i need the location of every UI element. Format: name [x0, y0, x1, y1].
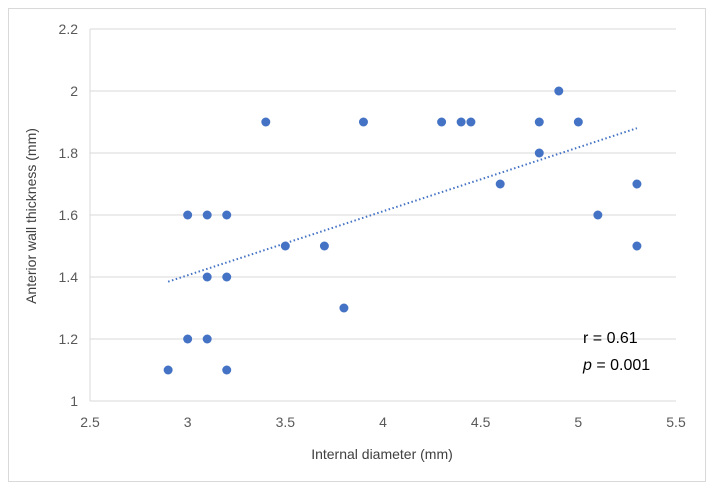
y-tick-label: 1.8 [59, 145, 79, 161]
data-point [222, 210, 232, 220]
x-tick-label: 5.5 [666, 414, 686, 430]
p-symbol: p [582, 357, 592, 374]
data-points [163, 86, 642, 375]
data-point [183, 334, 193, 344]
p-value: = 0.001 [592, 357, 650, 374]
x-tick-label: 4.5 [471, 414, 491, 430]
x-tick-label: 4 [379, 414, 387, 430]
p-value-annotation: p = 0.001 [582, 357, 650, 374]
data-point [280, 241, 290, 251]
data-point [632, 241, 642, 251]
data-point [202, 210, 212, 220]
data-point [534, 148, 544, 158]
data-point [319, 241, 329, 251]
data-point [456, 117, 466, 127]
data-point [183, 210, 193, 220]
y-tick-label: 2 [70, 83, 78, 99]
y-tick-label: 1.2 [59, 331, 79, 347]
correlation-annotation: r = 0.61 [583, 330, 638, 347]
data-point [222, 365, 232, 375]
x-tick-label: 3 [184, 414, 192, 430]
y-tick-label: 1 [70, 393, 78, 409]
data-point [573, 117, 583, 127]
data-point [534, 117, 544, 127]
x-tick-label: 3.5 [276, 414, 296, 430]
data-point [222, 272, 232, 282]
data-point [261, 117, 271, 127]
data-point [202, 272, 212, 282]
data-point [437, 117, 447, 127]
data-point [593, 210, 603, 220]
data-point [495, 179, 505, 189]
y-tick-label: 1.4 [59, 269, 79, 285]
data-point [163, 365, 173, 375]
x-axis-ticks: 2.5 3 3.5 4 4.5 5 5.5 [80, 414, 686, 430]
y-tick-label: 1.6 [59, 207, 79, 223]
x-tick-label: 2.5 [80, 414, 100, 430]
data-point [466, 117, 476, 127]
y-axis-ticks: 1 1.2 1.4 1.6 1.8 2 2.2 [59, 21, 79, 409]
y-axis-title: Anterior wall thickness (mm) [23, 128, 39, 304]
x-tick-label: 5 [574, 414, 582, 430]
data-point [202, 334, 212, 344]
data-point [339, 303, 349, 313]
y-tick-label: 2.2 [59, 21, 79, 37]
data-point [554, 86, 564, 96]
data-point [632, 179, 642, 189]
x-axis-title: Internal diameter (mm) [311, 446, 453, 462]
data-point [358, 117, 368, 127]
trendline [167, 127, 638, 283]
chart-frame [8, 8, 706, 482]
